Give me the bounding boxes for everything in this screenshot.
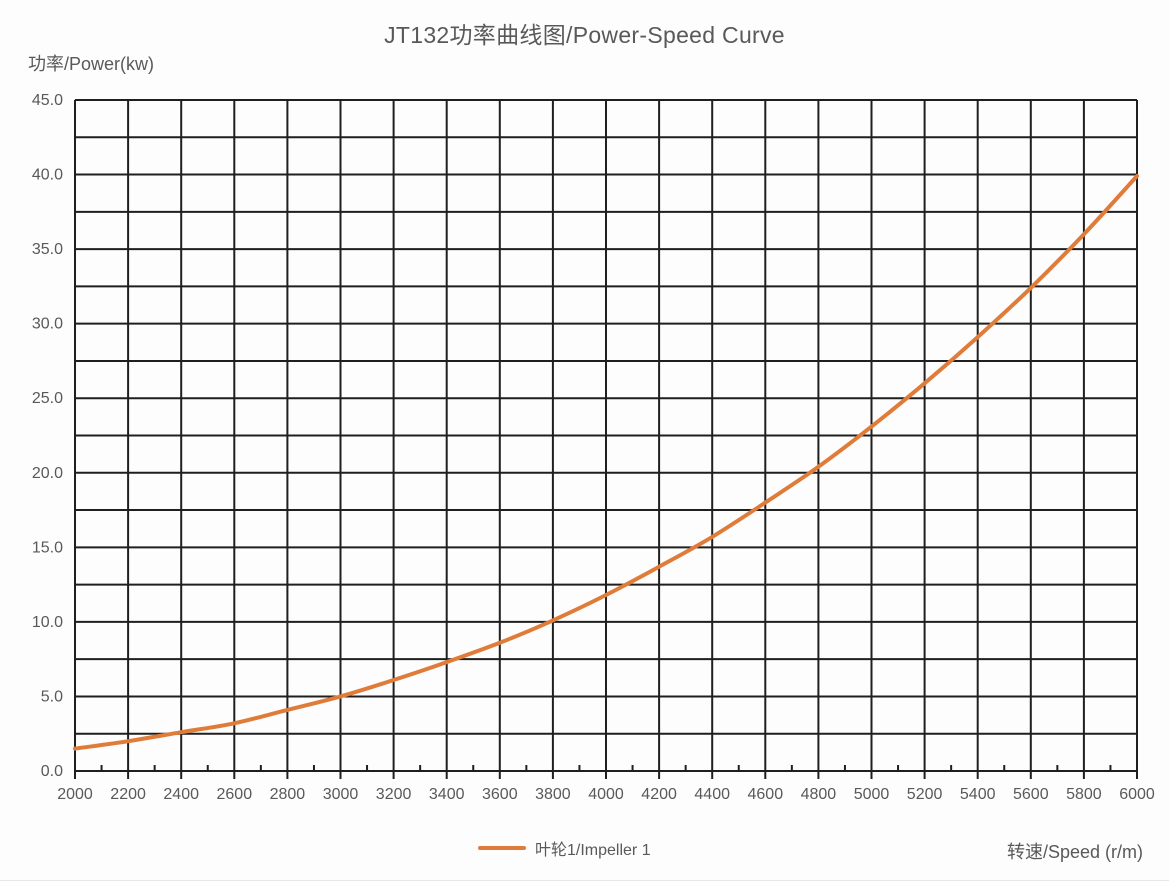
x-tick-label: 5800 [1066,786,1102,803]
x-tick-label: 2200 [110,786,146,803]
y-tick-label: 35.0 [32,241,63,258]
x-tick-label: 4200 [641,786,677,803]
x-tick-label: 3200 [376,786,412,803]
x-tick-label: 3600 [482,786,518,803]
x-tick-label: 4800 [801,786,837,803]
x-tick-label: 3800 [535,786,571,803]
legend-series-label: 叶轮1/Impeller 1 [535,842,651,859]
x-tick-label: 3400 [429,786,465,803]
x-tick-label: 2800 [270,786,306,803]
x-tick-label: 3000 [323,786,359,803]
legend: 叶轮1/Impeller 1 [478,836,651,860]
x-tick-label: 5000 [854,786,890,803]
chart-title: JT132功率曲线图/Power-Speed Curve [384,22,785,48]
x-tick-label: 2600 [217,786,253,803]
y-tick-label: 15.0 [32,539,63,556]
y-tick-label: 30.0 [32,316,63,333]
y-axis-title: 功率/Power(kw) [28,54,155,74]
x-tick-label: 4000 [588,786,624,803]
y-tick-label: 0.0 [41,763,63,780]
x-axis-title: 转速/Speed (r/m) [1006,842,1143,862]
x-tick-label: 6000 [1119,786,1155,803]
x-tick-label: 2400 [163,786,199,803]
x-tick-label: 2000 [57,786,93,803]
x-tick-label: 4600 [748,786,784,803]
y-tick-label: 25.0 [32,390,63,407]
legend-line-swatch [478,846,526,850]
x-tick-label: 5400 [960,786,996,803]
x-tick-label: 5200 [907,786,943,803]
x-tick-label: 5600 [1013,786,1049,803]
y-tick-label: 20.0 [32,465,63,482]
y-tick-label: 45.0 [32,92,63,109]
y-tick-label: 40.0 [32,167,63,184]
y-tick-label: 10.0 [32,614,63,631]
x-tick-label: 4400 [694,786,730,803]
y-tick-label: 5.0 [41,688,63,705]
power-curve-line [73,174,1139,751]
